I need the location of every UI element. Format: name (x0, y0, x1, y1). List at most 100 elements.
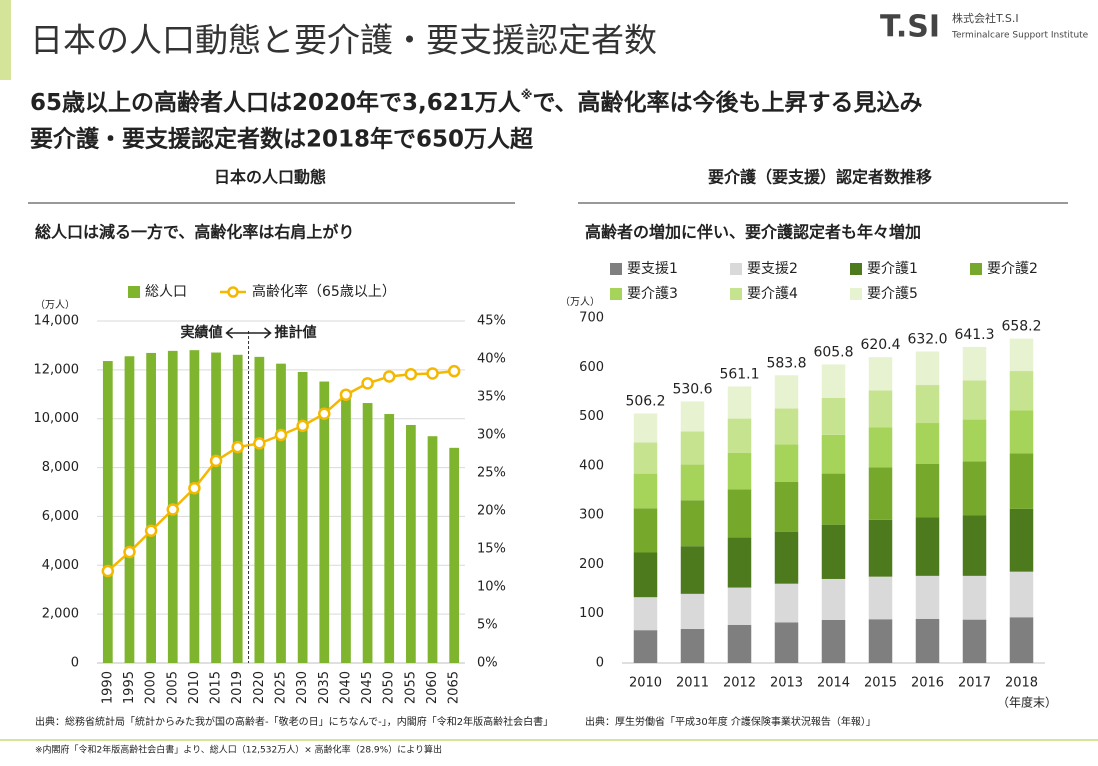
bar (962, 380, 987, 420)
logo: T.SI (880, 10, 940, 45)
bar (868, 467, 893, 520)
annotation-arrow (225, 327, 272, 339)
company: 株式会社T.S.I (952, 11, 1019, 25)
line-point (188, 481, 201, 495)
bar (680, 546, 705, 594)
source: 出典：総務省統計局「統計からみた我が国の高齢者-「敬老の日」にちなんで-」，内閣… (35, 715, 553, 728)
x-tick-label: 2018 (1005, 676, 1038, 691)
y-tick-label: 8,000 (42, 460, 79, 475)
bar (102, 361, 113, 663)
bar (680, 500, 705, 547)
chart-title: 総人口は減る一方で、高齢化率は右肩上がり (35, 223, 354, 242)
bar (727, 418, 752, 453)
bar (915, 423, 940, 464)
bar (211, 352, 221, 663)
bar (254, 356, 265, 663)
y-unit: （万人） (35, 299, 75, 311)
total-label: 658.2 (1001, 319, 1041, 335)
legend-label: 総人口 (145, 284, 187, 300)
headline: 要介護・要支援認定者数は2018年で650万人超 (30, 126, 534, 153)
bar (962, 461, 987, 516)
x-tick-label: 2015 (209, 671, 224, 704)
legend-label: 要介護5 (867, 286, 918, 302)
footnote: ※内閣府「令和2年版高齢社会白書」より、総人口（12,532万人）× 高齢化率（… (35, 744, 442, 756)
x-tick-label: 2065 (447, 671, 462, 704)
y2-tick-label: 30% (477, 428, 506, 443)
bar (774, 481, 799, 532)
total-label: 506.2 (625, 394, 665, 410)
chart-title: 高齢者の増加に伴い、要介護認定者も年々増加 (585, 223, 921, 242)
bar (868, 390, 893, 428)
legend-swatch (730, 263, 742, 275)
line-point (318, 407, 331, 420)
legend-swatch (730, 288, 742, 300)
company-en: Terminalcare Support Institute (951, 31, 1089, 41)
bar (821, 619, 846, 663)
y-tick-label: 100 (579, 606, 604, 621)
x-unit: （年度末） (997, 695, 1057, 710)
y2-tick-label: 45% (477, 314, 506, 329)
x-tick-label: 2035 (317, 671, 332, 704)
bar (1009, 453, 1034, 509)
y2-tick-label: 15% (477, 542, 506, 557)
legend-label: 要介護2 (987, 261, 1038, 277)
line-point (426, 367, 439, 380)
section-title: 要介護（要支援）認定者数推移 (708, 168, 932, 187)
bar (915, 351, 940, 386)
legend-swatch (128, 286, 140, 298)
bar (232, 354, 243, 663)
bar (680, 464, 705, 501)
y-tick-label: 2,000 (42, 607, 79, 622)
bar (680, 593, 705, 629)
x-tick-label: 2015 (864, 676, 897, 691)
x-tick-label: 2045 (360, 671, 375, 704)
x-tick-label: 2060 (425, 671, 440, 704)
bar (633, 552, 658, 598)
x-tick-label: 2011 (676, 676, 709, 691)
y-unit: （万人） (560, 296, 600, 308)
legend-label: 高齢化率（65歳以上） (252, 283, 396, 300)
bar (146, 352, 156, 663)
bar (774, 375, 799, 409)
source: 出典：厚生労働省「平成30年度 介護保険事業状況報告（年報）」 (585, 715, 876, 728)
x-tick-label: 2019 (230, 671, 245, 704)
x-tick-label: 2050 (382, 671, 397, 704)
bar (727, 386, 752, 419)
total-label: 583.8 (766, 355, 806, 371)
bar (727, 537, 752, 588)
legend-label: 要支援2 (747, 261, 798, 277)
y-tick-label: 400 (579, 458, 604, 473)
y-tick-label: 300 (579, 508, 604, 523)
bar (774, 622, 799, 663)
legend-swatch (610, 288, 622, 300)
line-point (144, 524, 158, 538)
accent-bar (0, 0, 11, 80)
bar (1009, 338, 1034, 372)
bar (821, 578, 846, 620)
total-label: 605.8 (813, 344, 853, 360)
bar (124, 356, 135, 663)
bar (427, 436, 438, 663)
bar (868, 576, 893, 620)
bar (727, 452, 752, 490)
line-point (209, 454, 223, 468)
bar (633, 413, 658, 443)
bar (821, 364, 846, 398)
x-tick-label: 2040 (338, 671, 353, 704)
bar (727, 624, 752, 663)
bar (189, 350, 200, 663)
bar (962, 619, 987, 663)
y-tick-label: 14,000 (34, 314, 80, 329)
bar (962, 575, 987, 620)
bar (868, 619, 893, 663)
bar (406, 424, 416, 663)
bar (915, 385, 940, 424)
bar (774, 444, 799, 482)
bar (821, 473, 846, 525)
bar (774, 408, 799, 445)
legend-label: 要支援1 (627, 261, 678, 277)
legend-swatch (610, 263, 622, 275)
bar (680, 628, 705, 663)
